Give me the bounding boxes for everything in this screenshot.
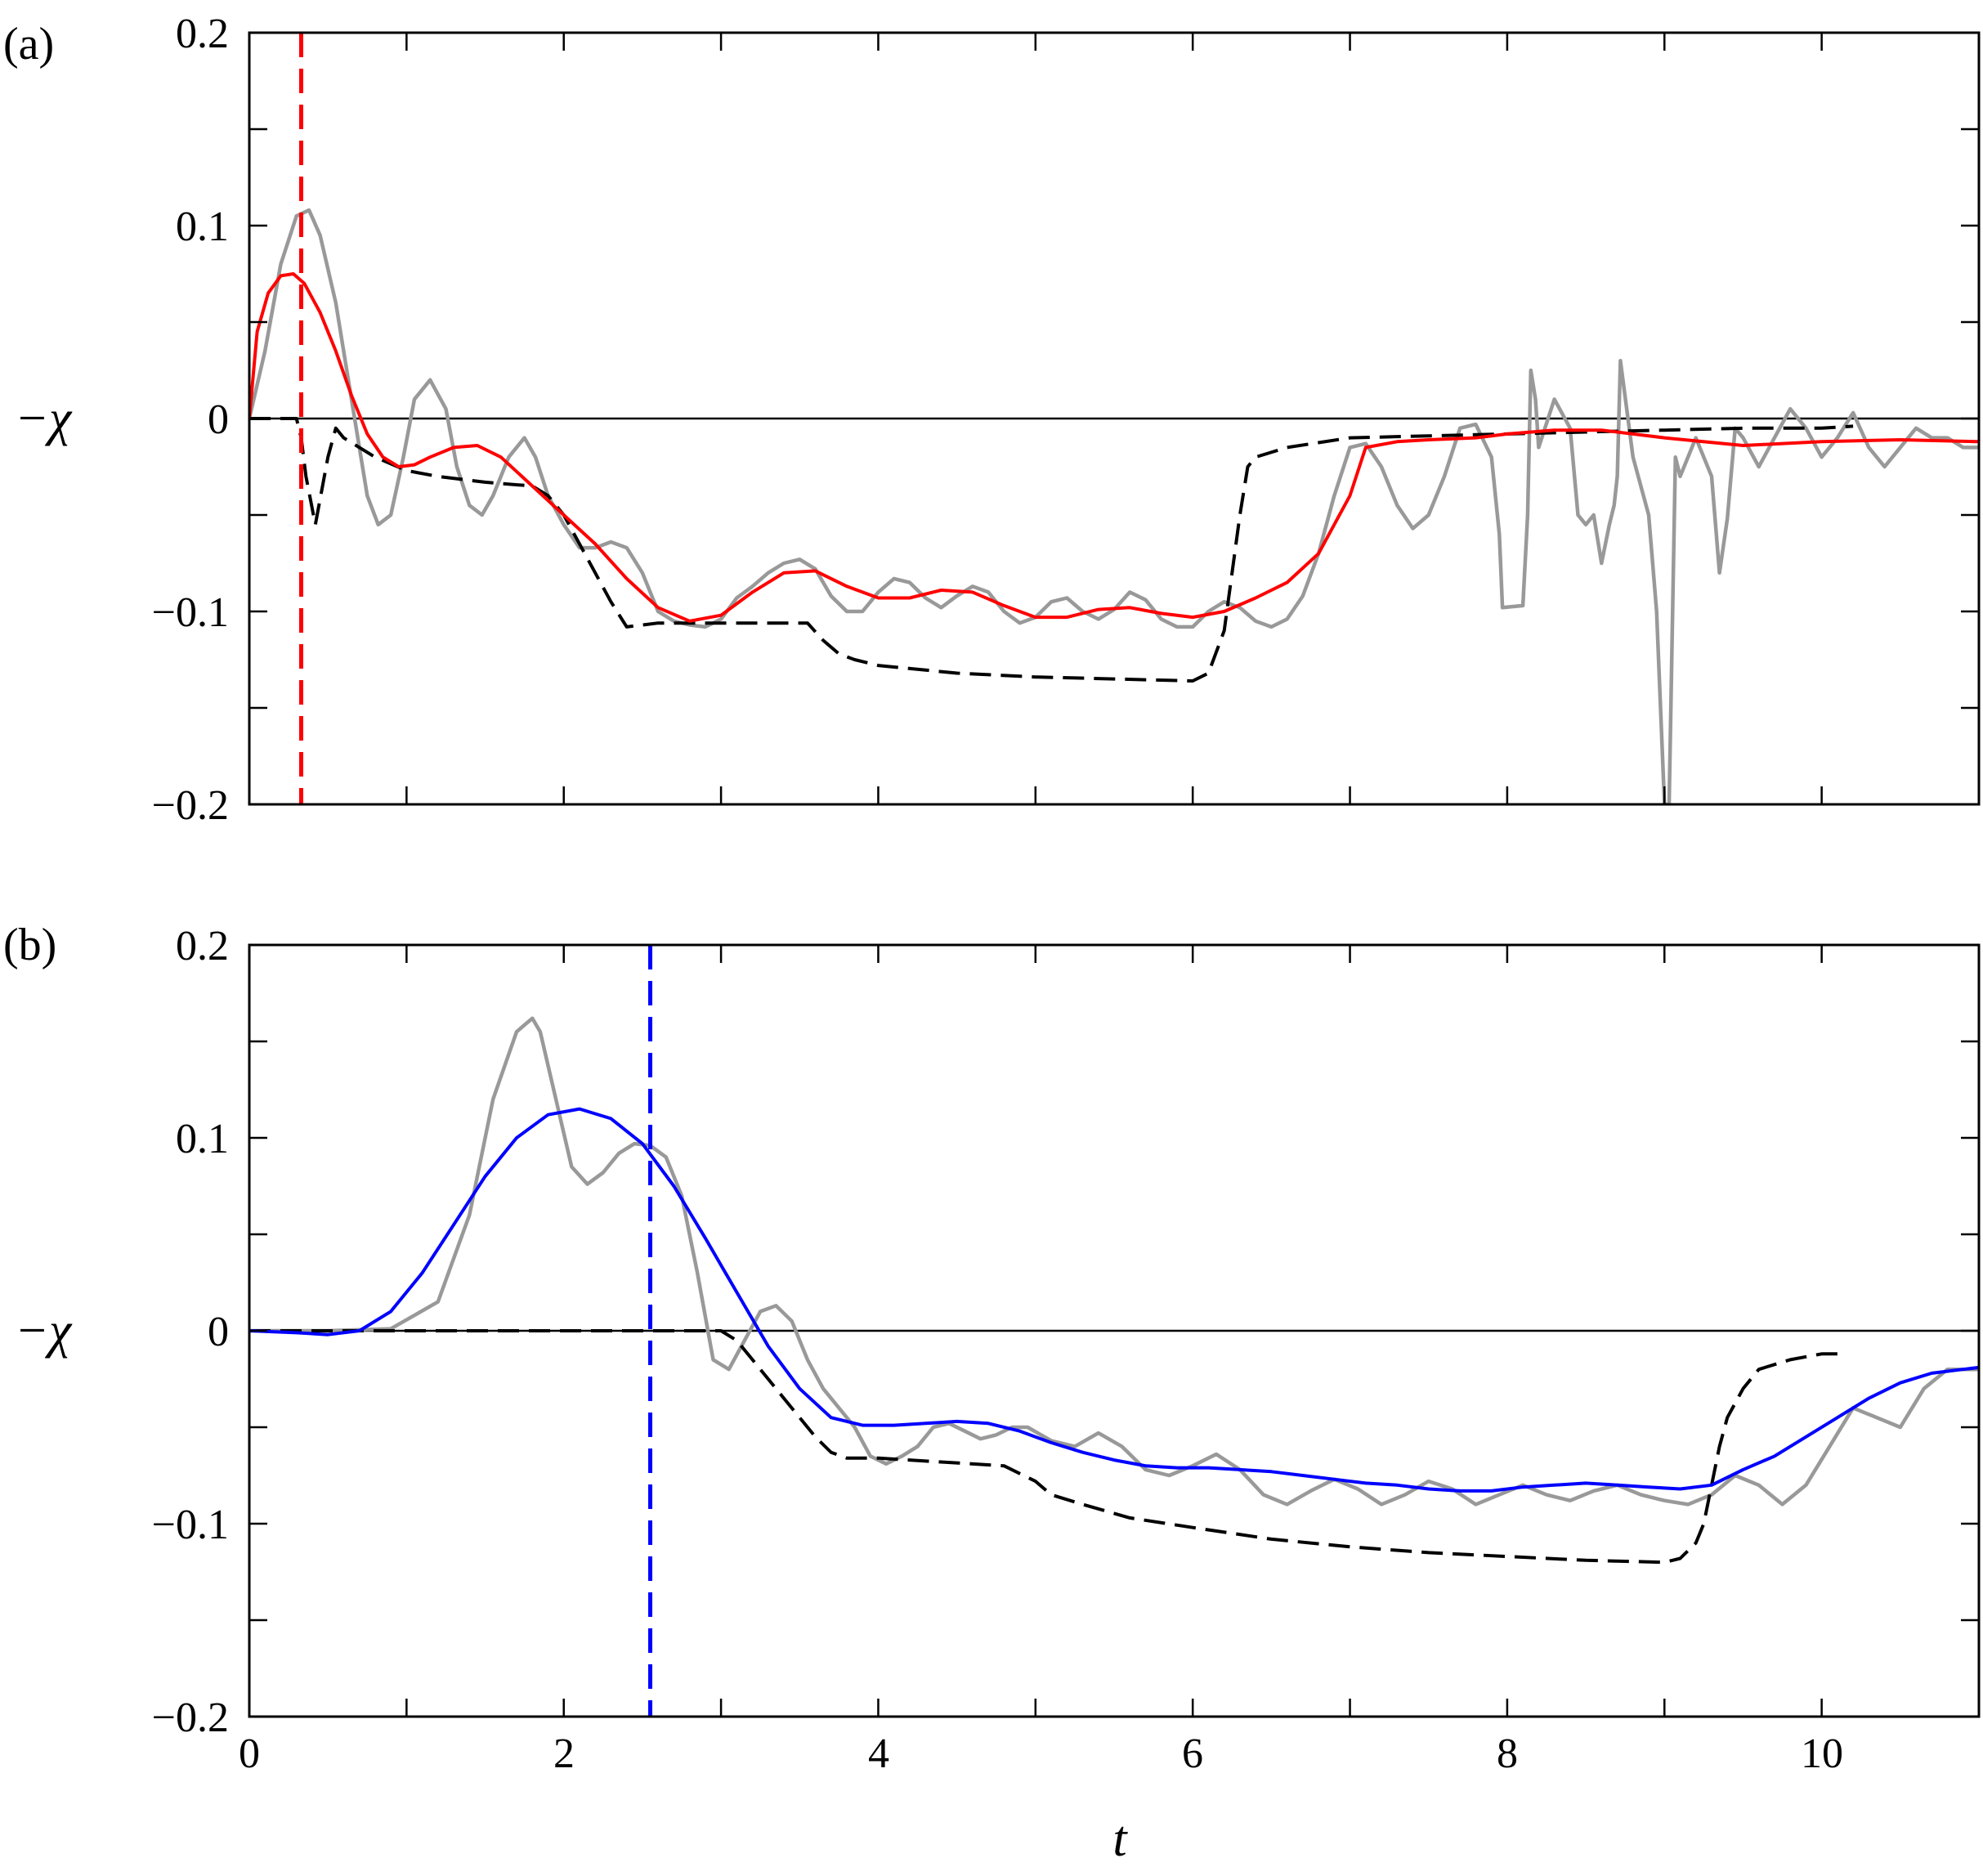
- panel-b-ylabel-text: −χ: [15, 1303, 73, 1359]
- panel-b-xtick-labels: 0 2 4 6 8 10: [239, 1730, 1843, 1777]
- panel-b-ytick-label: 0.1: [176, 1116, 229, 1162]
- panel-b-ticks: [248, 943, 1981, 1718]
- panel-b-xtick-label: 6: [1182, 1730, 1203, 1777]
- panel-a: (a) −χ 0.2 0.1 0 −0.1 −0.2: [3, 11, 1981, 829]
- series-line-3: [249, 1107, 1979, 1493]
- panel-a-ytick-label: −0.2: [152, 782, 229, 829]
- series-line-2: [249, 1329, 1838, 1565]
- panel-a-ytick-label: 0.2: [176, 11, 229, 57]
- panel-a-ytick-label: 0: [208, 396, 229, 443]
- panel-b-xtick-label: 4: [868, 1730, 889, 1777]
- panel-a-ticks: [248, 31, 1981, 806]
- panel-a-ytick-label: −0.1: [152, 589, 229, 636]
- panel-b-ytick-labels: 0.2 0.1 0 −0.1 −0.2: [152, 923, 229, 1741]
- panel-b-xtick-label: 2: [553, 1730, 575, 1777]
- panel-b-xtick-label: 10: [1801, 1730, 1843, 1777]
- panel-a-ylabel-text: −χ: [15, 391, 73, 446]
- panel-b-ylabel: −χ: [15, 1303, 73, 1359]
- panel-b-xlabel: t: [1112, 1811, 1128, 1867]
- series-line-1: [249, 1016, 1979, 1507]
- panel-a-series: [249, 208, 1979, 804]
- panel-b-ytick-label: −0.2: [152, 1695, 229, 1741]
- panel-b-xtick-label: 8: [1497, 1730, 1518, 1777]
- panel-b-ytick-label: −0.1: [152, 1502, 229, 1548]
- panel-a-label: (a): [3, 19, 54, 69]
- panel-a-ylabel: −χ: [15, 391, 73, 446]
- panel-b-xtick-label: 0: [239, 1730, 260, 1777]
- series-line-2: [249, 417, 1854, 683]
- panel-a-ytick-labels: 0.2 0.1 0 −0.1 −0.2: [152, 11, 229, 829]
- series-line-3: [249, 272, 1979, 623]
- panel-b-series: [249, 1016, 1979, 1565]
- panel-b-ytick-label: 0: [208, 1309, 229, 1355]
- panel-b-label: (b): [3, 920, 56, 970]
- panel-b-ytick-label: 0.2: [176, 923, 229, 969]
- panel-a-ytick-label: 0.1: [176, 204, 229, 250]
- series-line-1: [249, 208, 1979, 804]
- panel-b: (b) −χ 0.2 0.1 0 −0.1 −0.2 0 2 4 6 8 10 …: [3, 920, 1981, 1867]
